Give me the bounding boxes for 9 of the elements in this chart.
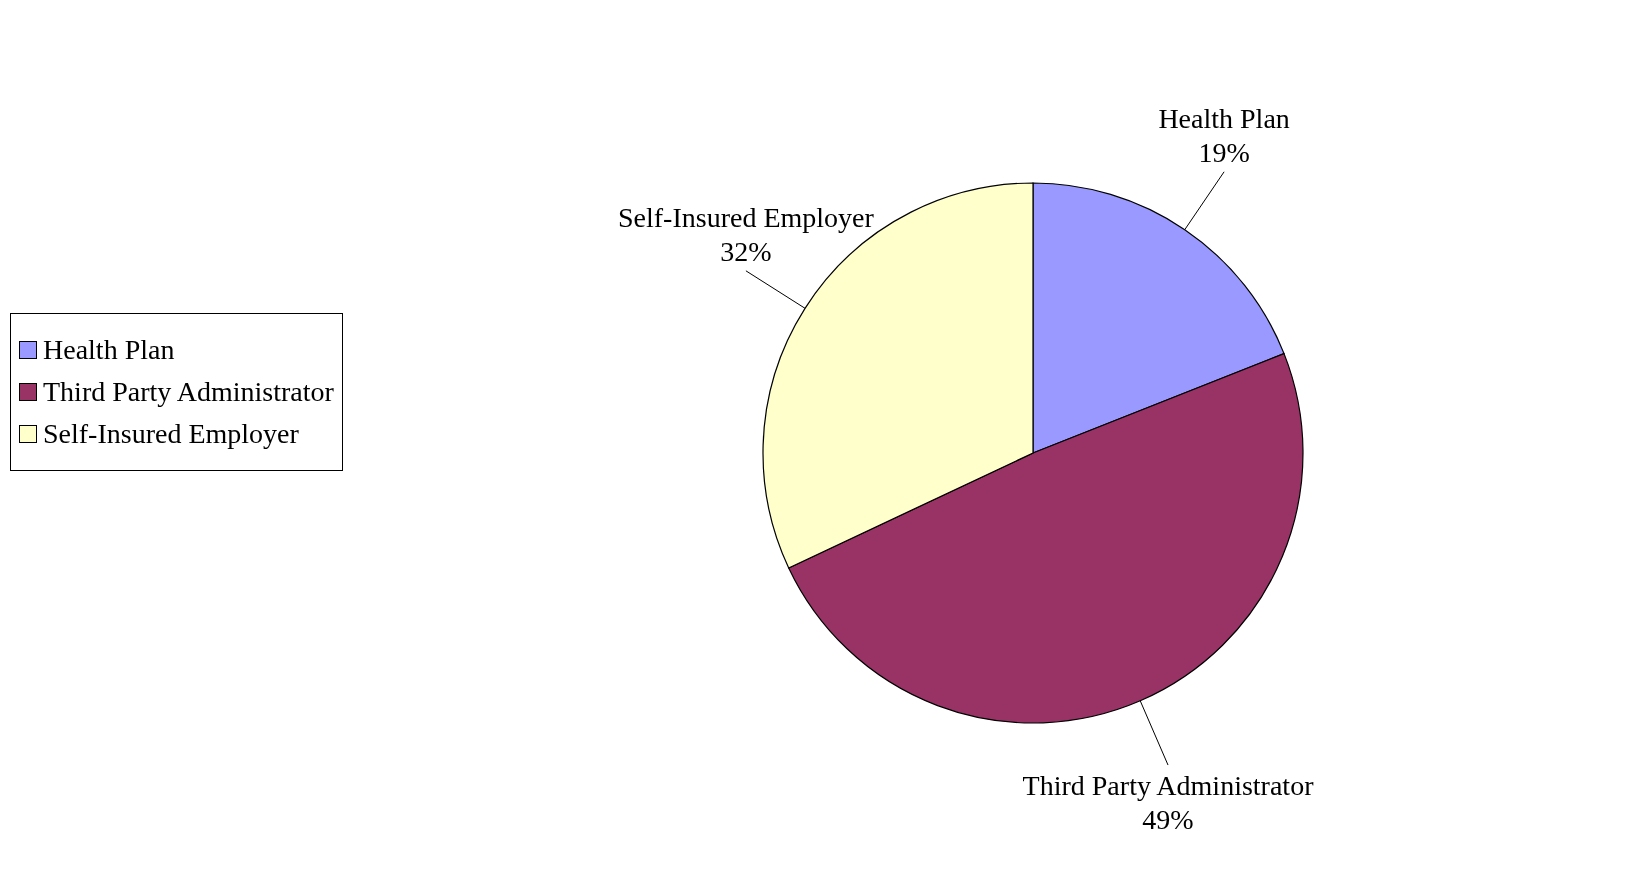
slice-label: Third Party Administrator — [1022, 770, 1315, 802]
data-label: 32% — [720, 235, 772, 267]
slice-label: Self-Insured Employer — [618, 201, 875, 233]
data-label: 49% — [1142, 804, 1194, 836]
legend-label: Third Party Administrator — [43, 376, 334, 408]
legend-label: Self-Insured Employer — [43, 418, 299, 450]
legend-label: Health Plan — [43, 334, 175, 366]
data-label: 19% — [1198, 136, 1250, 168]
slice-label: Health Plan — [1158, 102, 1290, 134]
